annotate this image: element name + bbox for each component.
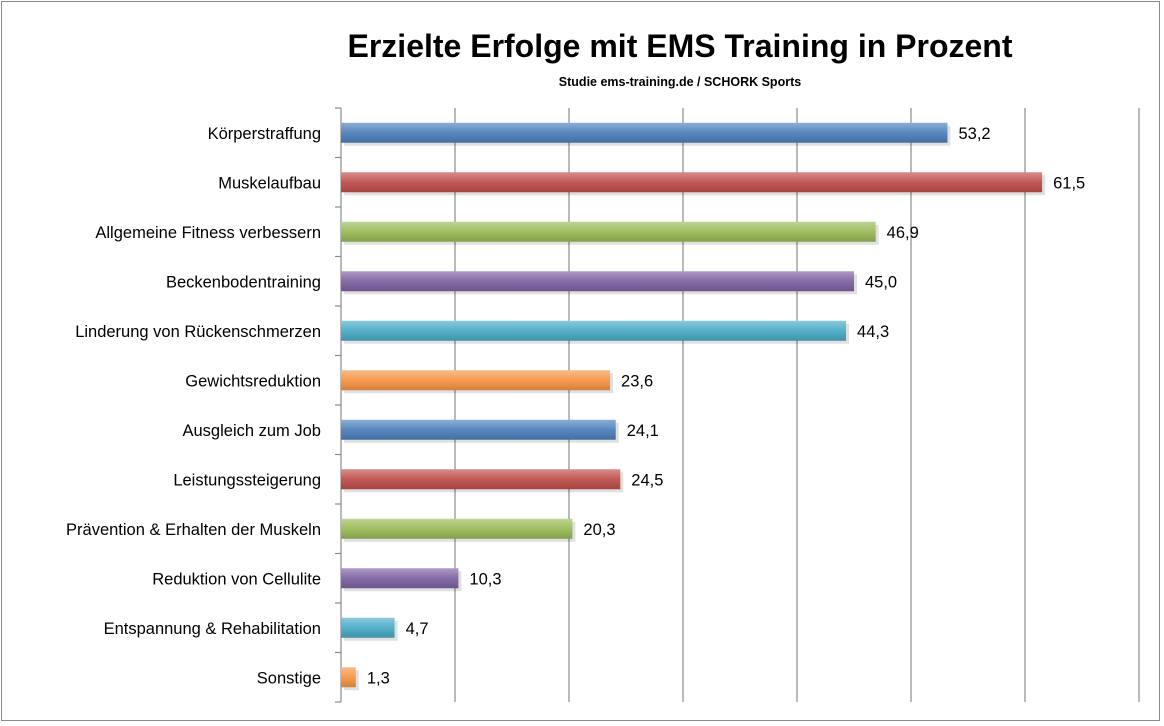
value-label: 1,3 [367, 669, 390, 687]
value-label: 46,9 [887, 224, 919, 242]
category-label: Entspannung & Rehabilitation [104, 620, 321, 638]
bar [341, 419, 616, 440]
bar [341, 370, 611, 391]
value-label: 24,1 [627, 422, 659, 440]
value-label: 10,3 [469, 570, 501, 588]
category-label: Linderung von Rückenschmerzen [75, 323, 321, 341]
bar [341, 271, 854, 292]
value-label: 61,5 [1053, 174, 1085, 192]
bar [341, 518, 573, 539]
bar [341, 617, 395, 638]
value-label: 20,3 [583, 521, 615, 539]
value-label: 44,3 [857, 323, 889, 341]
category-label: Beckenbodentraining [166, 273, 321, 291]
bar [341, 122, 948, 143]
value-label: 4,7 [406, 620, 429, 638]
bar [341, 667, 356, 688]
bar [341, 320, 847, 341]
category-label: Prävention & Erhalten der Muskeln [66, 521, 321, 539]
bar [341, 172, 1043, 193]
bar [341, 568, 459, 589]
category-label: Leistungssteigerung [173, 471, 321, 489]
category-label: Reduktion von Cellulite [152, 570, 321, 588]
value-label: 53,2 [958, 125, 990, 143]
category-label: Allgemeine Fitness verbessern [95, 224, 321, 242]
value-label: 23,6 [621, 372, 653, 390]
chart-title: Erzielte Erfolge mit EMS Training in Pro… [347, 28, 1013, 64]
bar [341, 469, 621, 490]
category-label: Körperstraffung [208, 125, 321, 143]
chart-subtitle: Studie ems-training.de / SCHORK Sports [558, 75, 802, 89]
category-label: Sonstige [257, 669, 321, 687]
category-label: Gewichtsreduktion [185, 372, 321, 390]
value-label: 45,0 [865, 273, 897, 291]
bar [341, 221, 876, 242]
category-label: Ausgleich zum Job [183, 422, 322, 440]
value-label: 24,5 [631, 471, 663, 489]
category-label: Muskelaufbau [218, 174, 321, 192]
